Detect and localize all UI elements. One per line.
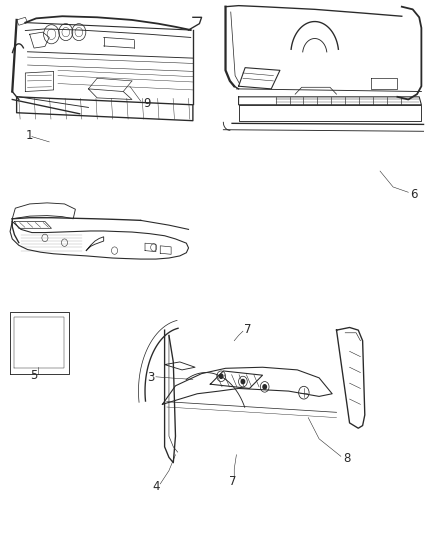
Circle shape: [241, 379, 245, 384]
Text: 7: 7: [229, 475, 237, 488]
Circle shape: [219, 374, 223, 378]
Text: 1: 1: [25, 128, 33, 141]
Text: 6: 6: [410, 188, 417, 201]
Text: 9: 9: [143, 96, 150, 110]
Text: 4: 4: [153, 480, 160, 493]
Text: 8: 8: [343, 452, 350, 465]
Circle shape: [263, 385, 266, 389]
Text: 3: 3: [147, 372, 155, 384]
Text: 7: 7: [244, 322, 252, 336]
Text: 5: 5: [30, 369, 37, 382]
